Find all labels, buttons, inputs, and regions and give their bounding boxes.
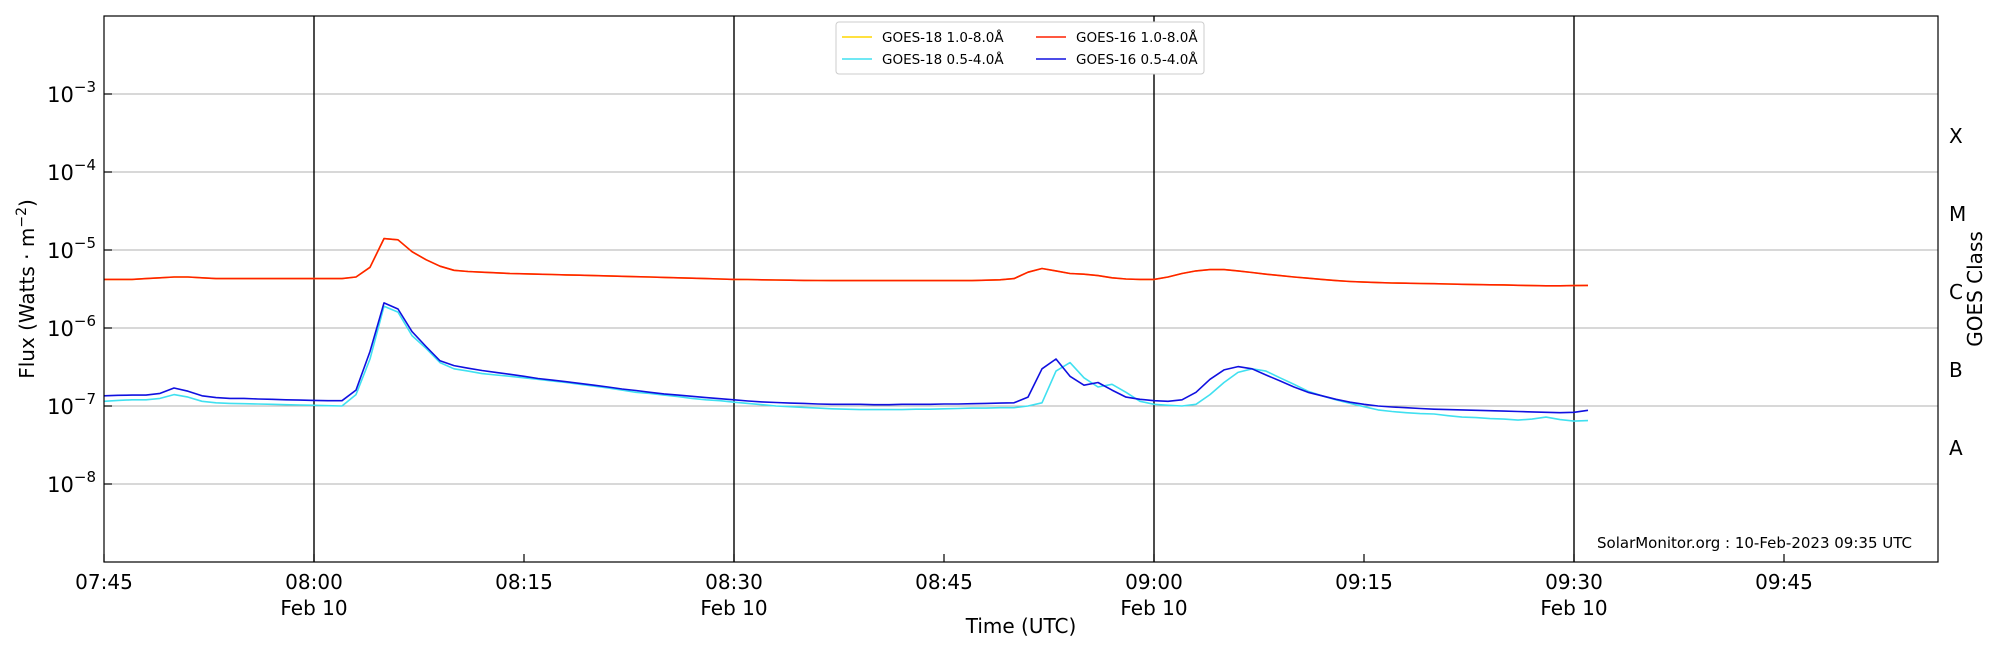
y-tick-exponent: −4 <box>74 156 96 174</box>
y-tick-label: 10−3 <box>47 78 96 107</box>
y-tick-label: 10−6 <box>47 312 96 341</box>
y-tick-label: 10−8 <box>47 468 96 497</box>
y-axis-label-text: Flux (Watts · m <box>15 228 39 379</box>
legend: GOES-18 1.0-8.0Å GOES-18 0.5-4.0Å GOES-16 … <box>835 21 1205 75</box>
x-tick-label: 08:30 <box>705 570 763 594</box>
goes-class-axis-label: GOES Class <box>1963 231 1987 347</box>
legend-entry-label: GOES-18 0.5-4.0Å <box>882 51 1004 68</box>
legend-entry-label: GOES-18 1.0-8.0Å <box>882 29 1004 46</box>
grid-lines <box>104 93 1938 485</box>
x-tick-date-label: Feb 10 <box>700 596 767 620</box>
legend-entry-label: GOES-16 0.5-4.0Å <box>1076 51 1198 68</box>
goes-class-label-x: X <box>1949 124 1963 148</box>
y-axis-ticks: 10−810−710−610−510−410−3 <box>47 78 112 497</box>
x-tick-label: 09:00 <box>1125 570 1183 594</box>
y-tick-exponent: −5 <box>74 234 96 252</box>
y-tick-exponent: −6 <box>74 312 96 330</box>
y-axis-label-close: ) <box>15 199 39 207</box>
goes-class-labels: A B C M X <box>1949 124 1966 460</box>
x-tick-label: 09:30 <box>1545 570 1603 594</box>
y-tick-exponent: −8 <box>74 468 96 486</box>
x-tick-label: 08:45 <box>915 570 973 594</box>
x-tick-label: 08:00 <box>285 570 343 594</box>
y-tick-base: 10 <box>47 161 74 185</box>
x-axis-label: Time (UTC) <box>965 614 1077 638</box>
x-tick-date-label: Feb 10 <box>1540 596 1607 620</box>
y-tick-exponent: −3 <box>74 78 96 96</box>
y-axis-label: Flux (Watts · m−2) <box>14 199 39 379</box>
x-tick-label: 09:45 <box>1755 570 1813 594</box>
series-lines <box>103 237 1589 422</box>
y-tick-label: 10−7 <box>47 390 96 419</box>
y-tick-base: 10 <box>47 239 74 263</box>
goes-class-label-a: A <box>1949 436 1963 460</box>
goes-class-label-c: C <box>1949 280 1963 304</box>
y-tick-base: 10 <box>47 473 74 497</box>
day-marker-lines <box>313 16 1575 562</box>
y-tick-label: 10−4 <box>47 156 96 185</box>
legend-items: GOES-18 1.0-8.0Å GOES-18 0.5-4.0Å GOES-16 … <box>842 29 1198 68</box>
y-tick-exponent: −7 <box>74 390 96 408</box>
legend-entry-label: GOES-16 1.0-8.0Å <box>1076 29 1198 46</box>
y-tick-label: 10−5 <box>47 234 96 263</box>
y-tick-base: 10 <box>47 317 74 341</box>
x-tick-label: 09:15 <box>1335 570 1393 594</box>
plot-frame <box>103 15 1939 563</box>
goes-class-label-m: M <box>1949 202 1966 226</box>
series-line-3 <box>104 237 1589 287</box>
x-tick-label: 07:45 <box>75 570 133 594</box>
goes-class-label-b: B <box>1949 358 1963 382</box>
legend-box <box>835 21 1205 75</box>
series-line-4 <box>103 302 1589 414</box>
x-tick-date-label: Feb 10 <box>280 596 347 620</box>
x-tick-date-label: Feb 10 <box>1120 596 1187 620</box>
y-axis-label-unit-exponent: −2 <box>14 207 30 228</box>
x-tick-label: 08:15 <box>495 570 553 594</box>
y-tick-base: 10 <box>47 83 74 107</box>
y-tick-base: 10 <box>47 395 74 419</box>
credit-text: SolarMonitor.org : 10-Feb-2023 09:35 UTC <box>1597 534 1912 552</box>
